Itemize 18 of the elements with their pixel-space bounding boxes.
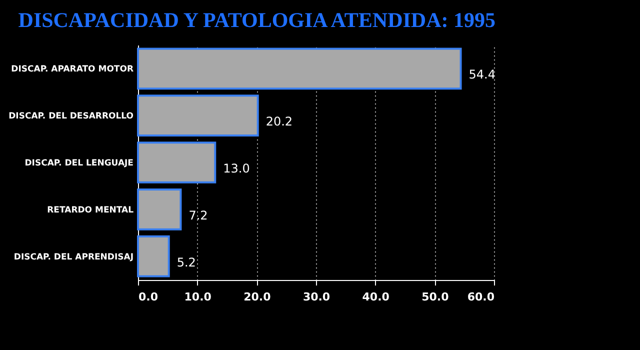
x-tick-label: 10.0 [184,290,212,304]
data-label: 5.2 [176,255,196,270]
x-tick-label: 30.0 [302,290,330,304]
x-tick-label: 60.0 [467,290,495,304]
chart-title: DISCAPACIDAD Y PATOLOGIA ATENDIDA: 1995 [18,8,496,32]
x-tick-label: 50.0 [422,290,450,304]
y-tick-label: DISCAP. DEL APRENDISAJ [14,252,134,262]
y-tick-label: DISCAP. DEL DESARROLLO [8,112,134,122]
data-label: 7.2 [188,208,208,222]
data-label: 20.2 [266,114,293,129]
y-tick-label: DISCAP. DEL LENGUAJE [24,158,134,168]
x-tick-label: 0.0 [138,290,158,304]
data-label: 13.0 [223,162,250,176]
x-tick-label: 40.0 [362,290,390,304]
y-tick-label: DISCAP. APARATO MOTOR [11,64,134,75]
data-label: 54.4 [468,68,496,82]
y-tick-label: RETARDO MENTAL [47,205,134,216]
x-tick-label: 20.0 [244,290,272,304]
